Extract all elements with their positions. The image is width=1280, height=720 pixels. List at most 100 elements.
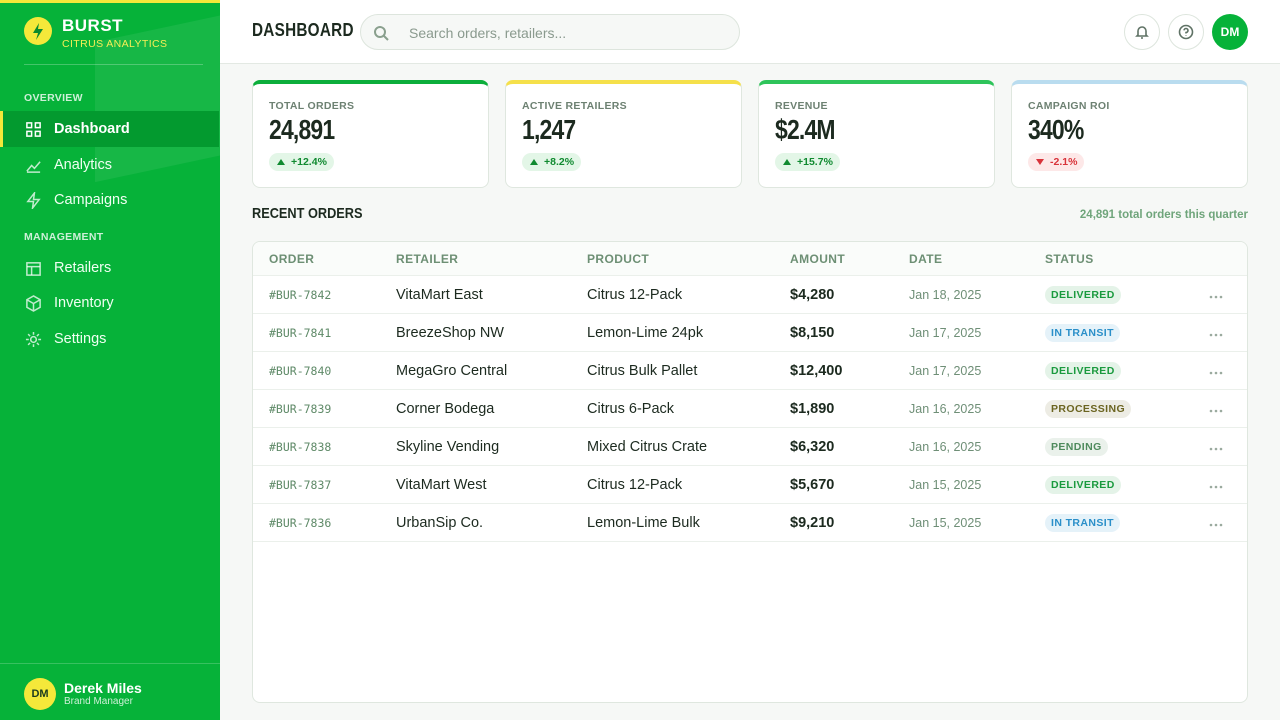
user-panel[interactable]: DM Derek Miles Brand Manager [0,663,220,720]
order-row[interactable]: #BUR-7840 MegaGro Central Citrus Bulk Pall… [253,352,1247,390]
column-header: STATUS [1045,251,1094,266]
nav-item[interactable]: Retailers [0,250,219,286]
amount: $5,670 [790,476,835,493]
amount: $9,210 [790,514,835,531]
row-menu[interactable] [1185,515,1247,531]
search-box[interactable]: Search orders, retailers... [360,14,740,50]
status-badge: DELIVERED [1045,475,1121,494]
row-menu[interactable] [1185,401,1247,417]
amount: $4,280 [790,286,835,303]
product: Citrus 6-Pack [587,400,675,417]
section-title: RECENT ORDERS [252,205,363,222]
nav-item[interactable]: Dashboard [0,111,219,147]
topbar: DASHBOARD Search orders, retailers... DM [220,0,1280,64]
column-header: RETAILER [396,251,459,266]
row-menu[interactable] [1185,477,1247,493]
notifications-button[interactable] [1124,14,1160,50]
date: Jan 17, 2025 [909,363,982,378]
nav-item[interactable]: Campaigns [0,182,219,218]
product: Mixed Citrus Crate [587,438,708,455]
date: Jan 16, 2025 [909,401,982,416]
sidebar: BURST CITRUS ANALYTICS OVERVIEW Dashboar… [0,0,220,720]
stat-card[interactable]: REVENUE $2.4M +15.7% [758,80,995,188]
retailer: MegaGro Central [396,362,508,379]
nav-item[interactable]: Analytics [0,147,219,183]
orders-table: ORDER RETAILER PRODUCT AMOUNT DATE STATUS #BUR… [252,241,1248,703]
row-menu[interactable] [1185,363,1247,379]
product: Lemon-Lime Bulk [587,514,700,531]
date: Jan 15, 2025 [909,477,982,492]
stat-label: CAMPAIGN ROI [1028,100,1110,112]
stat-card[interactable]: TOTAL ORDERS 24,891 +12.4% [252,80,489,188]
order-row[interactable]: #BUR-7839 Corner Bodega Citrus 6-Pack $1,89… [253,390,1247,428]
order-id: #BUR-7841 [269,325,332,340]
row-menu[interactable] [1185,325,1247,341]
nav-label: Settings [54,331,107,347]
stat-change: -2.1% [1028,153,1085,171]
status-badge: IN TRANSIT [1045,513,1120,532]
status-badge: DELIVERED [1045,361,1121,380]
user-avatar: DM [24,678,56,710]
nav-label: Analytics [54,157,113,173]
stat-value: 24,891 [269,114,335,145]
nav-label: Retailers [54,260,112,276]
section-summary: 24,891 total orders this quarter [1079,209,1248,221]
nav-item[interactable]: Settings [0,321,219,357]
divider [24,64,203,65]
row-menu[interactable] [1185,287,1247,303]
retailer: Skyline Vending [396,438,500,455]
status-badge: IN TRANSIT [1045,323,1120,342]
avatar[interactable]: DM [1212,14,1248,50]
order-row[interactable]: #BUR-7837 VitaMart West Citrus 12-Pack $5,6… [253,466,1247,504]
order-id: #BUR-7840 [269,363,332,378]
row-menu[interactable] [1185,439,1247,455]
user-role: Brand Manager [64,696,133,707]
stat-card[interactable]: ACTIVE RETAILERS 1,247 +8.2% [505,80,742,188]
nav-label: Campaigns [54,192,128,208]
order-id: #BUR-7842 [269,287,332,302]
column-header: DATE [909,251,943,266]
retailer: VitaMart West [396,476,487,493]
nav-label: Inventory [54,295,114,311]
stat-change: +12.4% [269,153,334,171]
date: Jan 17, 2025 [909,325,982,340]
stat-change: +8.2% [522,153,582,171]
date: Jan 18, 2025 [909,287,982,302]
brand: BURST [62,16,124,35]
nav-section: MANAGEMENT [24,231,104,243]
stat-change-text: +15.7% [797,156,833,168]
order-row[interactable]: #BUR-7841 BreezeShop NW Lemon-Lime 24pk $8,… [253,314,1247,352]
product: Citrus 12-Pack [587,286,683,303]
order-row[interactable]: #BUR-7836 UrbanSip Co. Lemon-Lime Bulk $9,2… [253,504,1247,542]
date: Jan 16, 2025 [909,439,982,454]
stat-card[interactable]: CAMPAIGN ROI 340% -2.1% [1011,80,1248,188]
nav-item[interactable]: Inventory [0,285,219,321]
amount: $1,890 [790,400,835,417]
page-title: DASHBOARD [252,20,354,40]
order-row[interactable]: #BUR-7838 Skyline Vending Mixed Citrus Cra… [253,428,1247,466]
retailer: Corner Bodega [396,400,495,417]
tagline: CITRUS ANALYTICS [62,38,168,50]
stat-label: REVENUE [775,100,828,112]
product: Citrus 12-Pack [587,476,683,493]
retailer: VitaMart East [396,286,483,303]
product: Lemon-Lime 24pk [587,324,704,341]
amount: $8,150 [790,324,835,341]
column-header: ORDER [269,251,315,266]
logo[interactable] [24,17,52,45]
user-name: Derek Miles [64,680,142,696]
stat-label: TOTAL ORDERS [269,100,355,112]
stat-label: ACTIVE RETAILERS [522,100,627,112]
order-row[interactable]: #BUR-7842 VitaMart East Citrus 12-Pack $4,2… [253,276,1247,314]
date: Jan 15, 2025 [909,515,982,530]
stat-value: 340% [1028,114,1084,145]
stat-change: +15.7% [775,153,840,171]
amount: $6,320 [790,438,835,455]
stat-change-text: +8.2% [544,156,575,168]
stat-change-text: +12.4% [291,156,327,168]
stat-change-text: -2.1% [1050,156,1078,168]
search-placeholder: Search orders, retailers... [409,25,567,41]
help-button[interactable] [1168,14,1204,50]
table-header: ORDER RETAILER PRODUCT AMOUNT DATE STATUS [253,242,1247,276]
